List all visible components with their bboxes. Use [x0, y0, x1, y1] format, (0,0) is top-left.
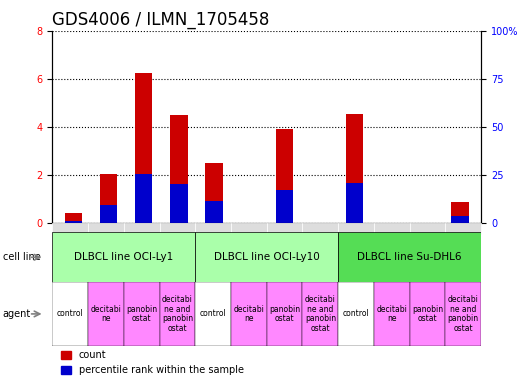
- Bar: [346, 183, 363, 223]
- FancyBboxPatch shape: [267, 223, 302, 234]
- Text: control: control: [200, 310, 226, 318]
- FancyBboxPatch shape: [338, 223, 374, 234]
- FancyBboxPatch shape: [88, 223, 124, 234]
- Bar: [65, 213, 82, 223]
- Text: decitabi
ne: decitabi ne: [90, 305, 121, 323]
- Text: decitabi
ne and
panobin
ostat: decitabi ne and panobin ostat: [448, 295, 479, 333]
- Bar: [451, 202, 469, 223]
- Bar: [195, 282, 231, 346]
- FancyBboxPatch shape: [374, 223, 410, 234]
- Bar: [410, 282, 446, 346]
- Text: panobin
ostat: panobin ostat: [126, 305, 157, 323]
- Bar: [267, 282, 302, 346]
- Bar: [52, 282, 88, 346]
- Bar: [100, 174, 117, 223]
- Bar: [170, 184, 188, 223]
- Bar: [276, 129, 293, 223]
- Bar: [205, 163, 223, 223]
- Text: cell line: cell line: [3, 252, 40, 262]
- FancyBboxPatch shape: [410, 223, 446, 234]
- Bar: [205, 201, 223, 223]
- Text: DLBCL line OCI-Ly10: DLBCL line OCI-Ly10: [214, 252, 320, 262]
- Bar: [302, 282, 338, 346]
- Text: panobin
ostat: panobin ostat: [412, 305, 443, 323]
- Text: control: control: [343, 310, 369, 318]
- Bar: [346, 114, 363, 223]
- FancyBboxPatch shape: [124, 223, 160, 234]
- FancyBboxPatch shape: [446, 223, 481, 234]
- FancyBboxPatch shape: [195, 223, 231, 234]
- Text: DLBCL line OCI-Ly1: DLBCL line OCI-Ly1: [74, 252, 174, 262]
- Bar: [231, 282, 267, 346]
- Bar: [170, 115, 188, 223]
- Bar: [124, 282, 160, 346]
- Text: decitabi
ne and
panobin
ostat: decitabi ne and panobin ostat: [305, 295, 336, 333]
- FancyBboxPatch shape: [231, 223, 267, 234]
- Bar: [338, 232, 481, 282]
- Bar: [338, 282, 374, 346]
- Bar: [135, 174, 153, 223]
- Text: GDS4006 / ILMN_1705458: GDS4006 / ILMN_1705458: [52, 12, 270, 30]
- Legend: count, percentile rank within the sample: count, percentile rank within the sample: [57, 346, 247, 379]
- Bar: [451, 215, 469, 223]
- Text: decitabi
ne: decitabi ne: [377, 305, 407, 323]
- Bar: [195, 232, 338, 282]
- Text: panobin
ostat: panobin ostat: [269, 305, 300, 323]
- FancyBboxPatch shape: [52, 223, 88, 234]
- Bar: [88, 282, 124, 346]
- Text: decitabi
ne and
panobin
ostat: decitabi ne and panobin ostat: [162, 295, 193, 333]
- Text: agent: agent: [3, 309, 31, 319]
- Bar: [160, 282, 195, 346]
- FancyBboxPatch shape: [160, 223, 195, 234]
- Text: control: control: [57, 310, 84, 318]
- Text: decitabi
ne: decitabi ne: [233, 305, 264, 323]
- Bar: [65, 221, 82, 223]
- Bar: [52, 232, 195, 282]
- Bar: [374, 282, 410, 346]
- Bar: [100, 205, 117, 223]
- Bar: [446, 282, 481, 346]
- Bar: [135, 73, 153, 223]
- FancyBboxPatch shape: [302, 223, 338, 234]
- Bar: [276, 190, 293, 223]
- Text: DLBCL line Su-DHL6: DLBCL line Su-DHL6: [357, 252, 462, 262]
